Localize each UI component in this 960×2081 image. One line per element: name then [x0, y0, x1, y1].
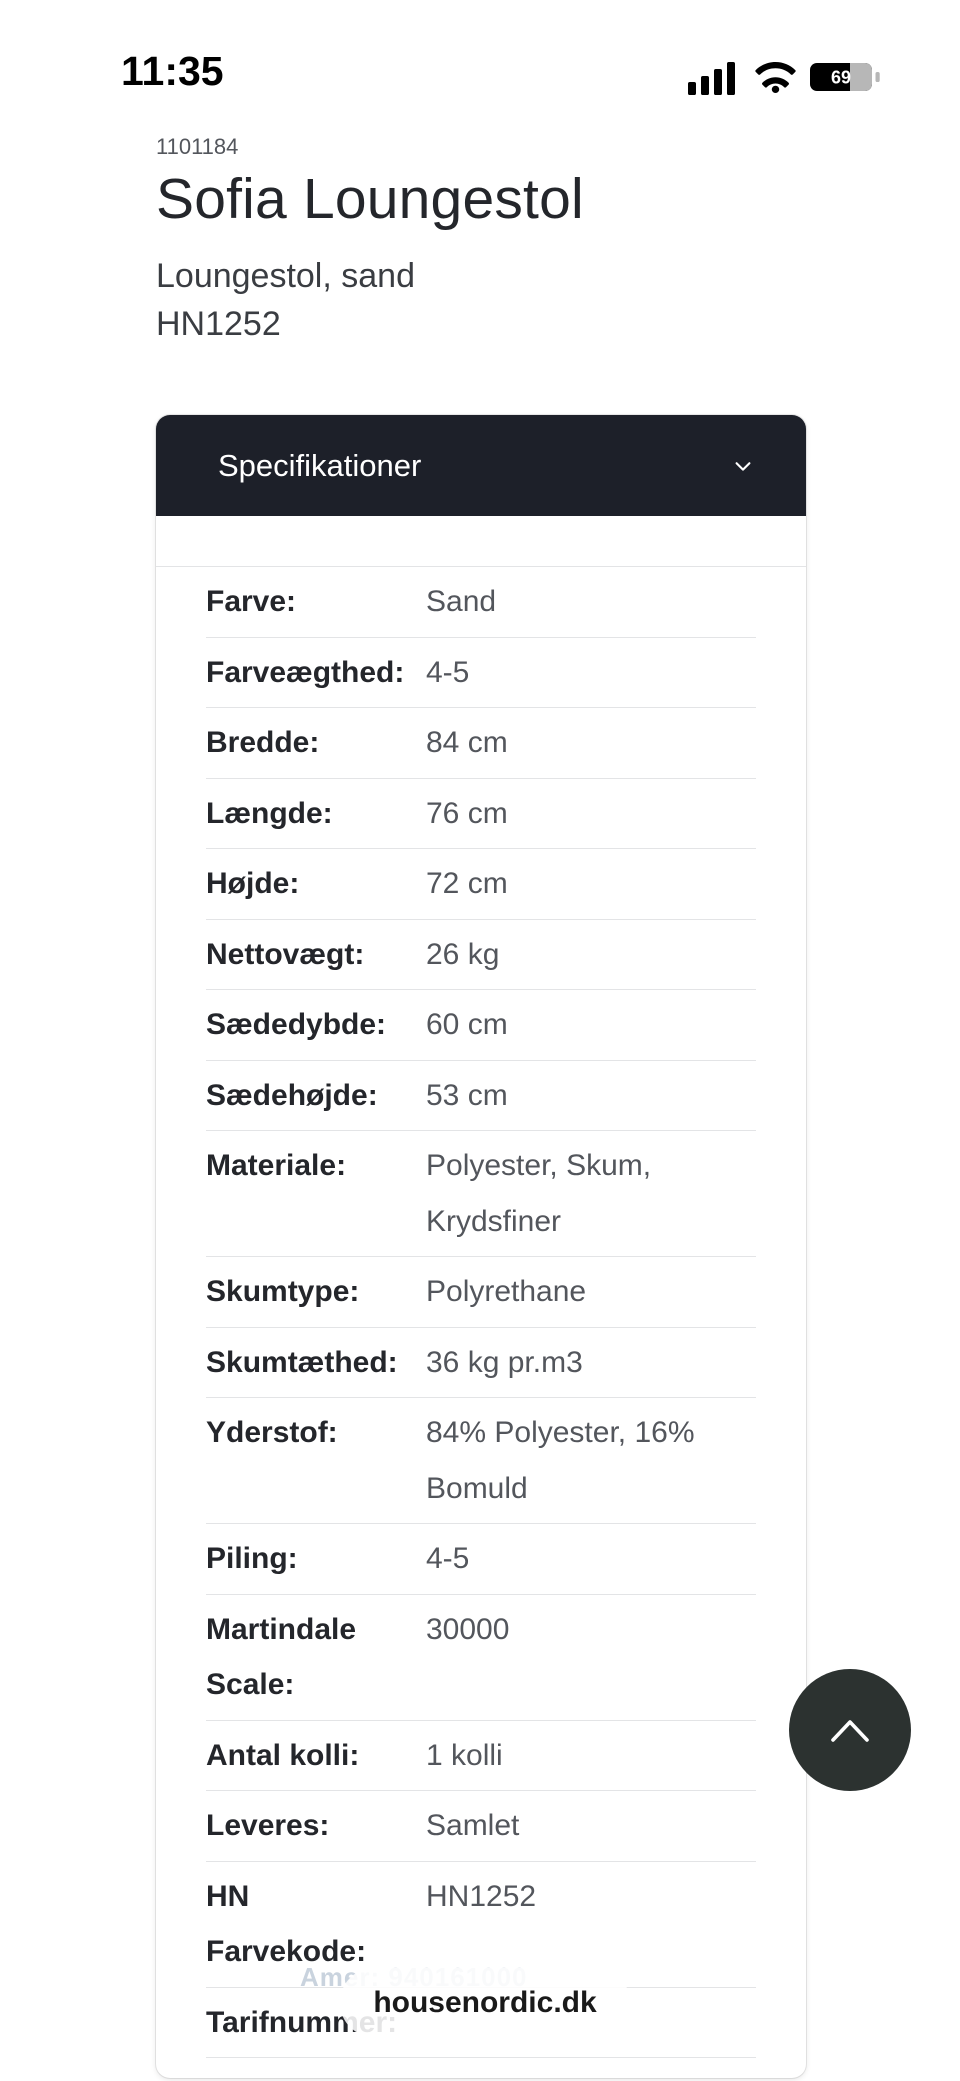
svg-text:69: 69 — [831, 68, 851, 88]
